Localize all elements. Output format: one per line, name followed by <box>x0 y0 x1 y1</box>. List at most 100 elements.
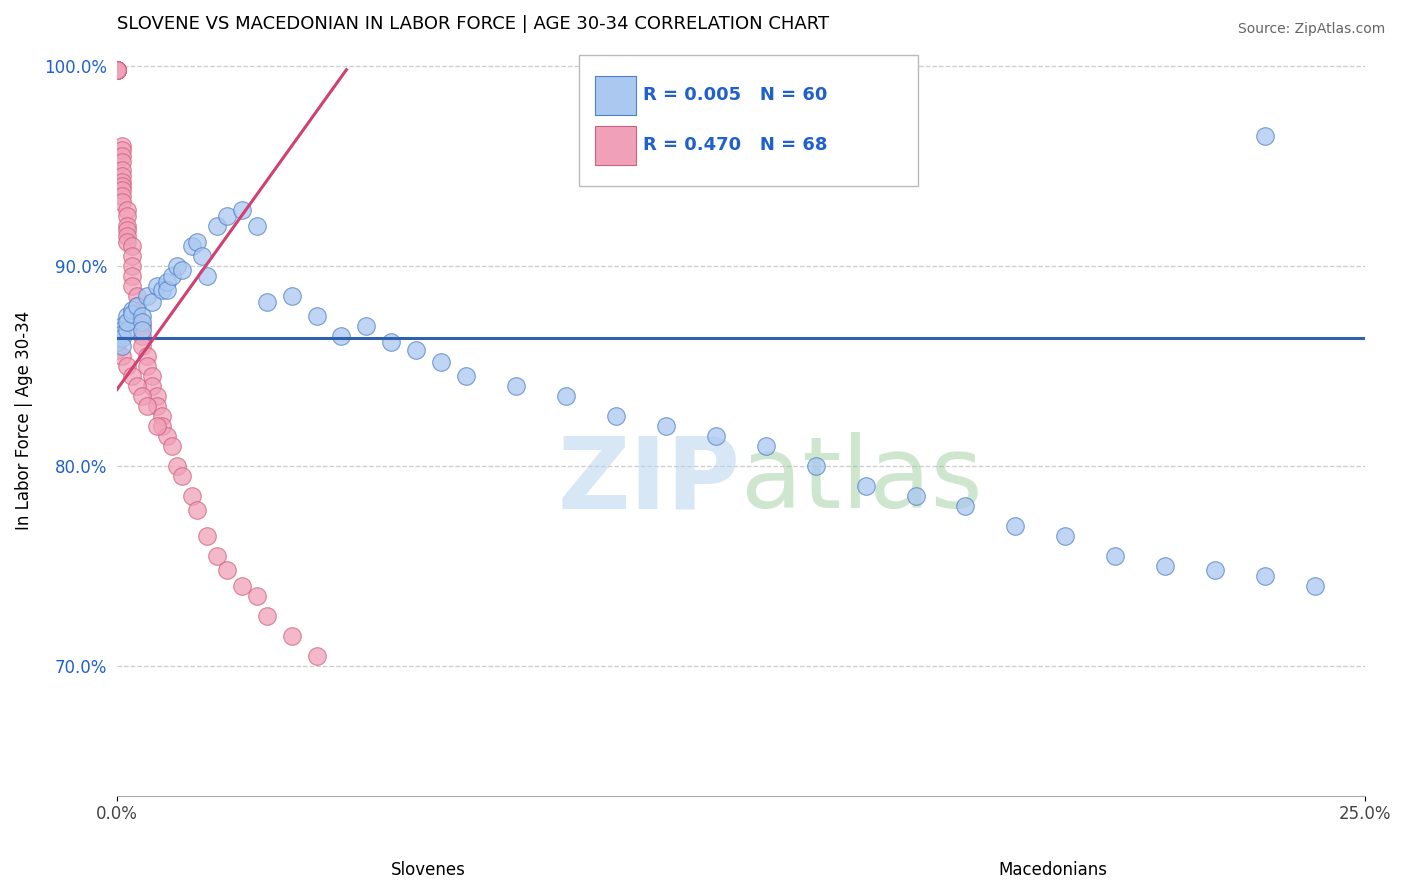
Point <box>305 309 328 323</box>
Point <box>115 228 138 243</box>
Point <box>131 323 153 337</box>
Point <box>246 219 269 233</box>
Point <box>105 62 128 77</box>
Point <box>160 268 183 283</box>
Point <box>330 328 353 343</box>
Point <box>111 349 134 363</box>
Point <box>280 288 302 302</box>
Point <box>804 458 827 473</box>
Point <box>231 202 253 217</box>
Point <box>170 262 193 277</box>
Point <box>1004 518 1026 533</box>
Point <box>111 318 134 333</box>
Point <box>131 339 153 353</box>
Point <box>141 294 163 309</box>
Y-axis label: In Labor Force | Age 30-34: In Labor Force | Age 30-34 <box>15 311 32 531</box>
Point <box>605 409 627 423</box>
Point <box>111 149 134 163</box>
Point <box>111 162 134 177</box>
Point <box>105 343 128 357</box>
Point <box>150 418 173 433</box>
Point <box>105 62 128 77</box>
Point <box>111 194 134 209</box>
Text: atlas: atlas <box>741 433 983 529</box>
Point <box>111 188 134 202</box>
Point <box>111 138 134 153</box>
Point <box>180 238 202 252</box>
Point <box>190 249 212 263</box>
Text: R = 0.005   N = 60: R = 0.005 N = 60 <box>643 87 827 104</box>
Point <box>111 323 134 337</box>
Point <box>121 249 143 263</box>
Point <box>215 563 238 577</box>
Point <box>111 339 134 353</box>
Point <box>131 315 153 329</box>
Point <box>111 326 134 341</box>
Point <box>115 359 138 373</box>
Point <box>205 549 228 563</box>
Point <box>121 259 143 273</box>
Point <box>115 222 138 236</box>
Point <box>105 334 128 349</box>
Point <box>755 439 778 453</box>
Text: R = 0.470   N = 68: R = 0.470 N = 68 <box>643 136 827 154</box>
Point <box>111 175 134 189</box>
Point <box>105 62 128 77</box>
Point <box>246 589 269 603</box>
Point <box>215 209 238 223</box>
Point <box>105 62 128 77</box>
Point <box>111 169 134 183</box>
Point <box>111 154 134 169</box>
Point <box>1204 563 1226 577</box>
Point <box>121 268 143 283</box>
Point <box>456 368 478 383</box>
Point <box>125 299 148 313</box>
Text: ZIP: ZIP <box>558 433 741 529</box>
Point <box>156 428 179 442</box>
Text: Macedonians: Macedonians <box>998 861 1108 879</box>
Point <box>141 368 163 383</box>
Point <box>105 62 128 77</box>
Point <box>156 283 179 297</box>
Point <box>955 499 977 513</box>
Point <box>145 389 167 403</box>
Point <box>150 283 173 297</box>
Point <box>115 323 138 337</box>
Point <box>1254 568 1277 582</box>
Point <box>131 328 153 343</box>
Point <box>125 378 148 392</box>
Point <box>131 309 153 323</box>
Point <box>156 275 179 289</box>
Point <box>105 62 128 77</box>
Point <box>111 331 134 345</box>
Point <box>256 294 278 309</box>
Point <box>121 368 143 383</box>
Point <box>505 378 527 392</box>
Point <box>1154 558 1177 573</box>
Point <box>205 219 228 233</box>
Point <box>105 62 128 77</box>
Point <box>125 309 148 323</box>
Point <box>170 468 193 483</box>
Point <box>145 399 167 413</box>
Point <box>135 288 157 302</box>
Point <box>115 209 138 223</box>
Point <box>115 202 138 217</box>
Point <box>145 418 167 433</box>
Point <box>555 389 578 403</box>
Point <box>121 278 143 293</box>
Point <box>180 489 202 503</box>
Point <box>135 399 157 413</box>
Point <box>105 331 128 345</box>
Point <box>125 288 148 302</box>
Point <box>111 183 134 197</box>
Point <box>135 349 157 363</box>
Point <box>145 278 167 293</box>
Point <box>125 299 148 313</box>
Point <box>131 389 153 403</box>
Point <box>166 259 188 273</box>
Point <box>904 489 927 503</box>
Point <box>121 307 143 321</box>
Point <box>150 409 173 423</box>
Point <box>655 418 678 433</box>
